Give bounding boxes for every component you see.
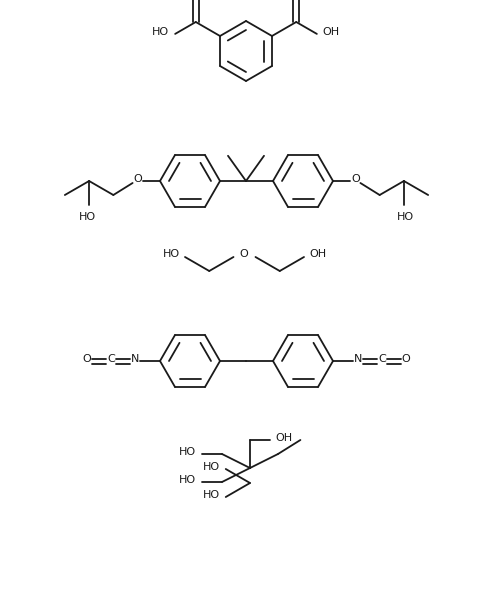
Text: HO: HO <box>78 212 96 222</box>
Text: OH: OH <box>309 249 326 259</box>
Text: O: O <box>351 174 360 184</box>
Text: HO: HO <box>397 212 415 222</box>
Text: O: O <box>133 174 142 184</box>
Text: C: C <box>378 354 386 364</box>
Text: C: C <box>107 354 115 364</box>
Text: O: O <box>401 354 410 364</box>
Text: N: N <box>354 354 362 364</box>
Text: N: N <box>131 354 139 364</box>
Text: HO: HO <box>203 490 220 500</box>
Text: O: O <box>83 354 92 364</box>
Text: HO: HO <box>179 447 196 457</box>
Text: HO: HO <box>203 462 220 472</box>
Text: OH: OH <box>276 433 293 443</box>
Text: O: O <box>239 249 248 259</box>
Text: OH: OH <box>323 27 340 37</box>
Text: HO: HO <box>179 475 196 485</box>
Text: HO: HO <box>163 249 180 259</box>
Text: HO: HO <box>152 27 169 37</box>
